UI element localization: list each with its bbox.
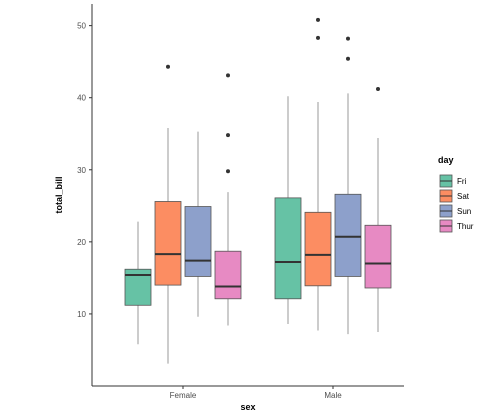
box-iqr <box>154 201 182 286</box>
box-iqr <box>274 197 302 300</box>
legend: day Fri Sat Sun Thur <box>438 155 474 233</box>
box-fri-female <box>124 221 152 345</box>
legend-item-thur: Thur <box>439 219 474 233</box>
legend-label: Fri <box>457 177 467 186</box>
outlier-point <box>226 133 230 138</box>
outlier-point <box>376 87 380 92</box>
legend-item-sat: Sat <box>439 189 470 203</box>
legend-item-sun: Sun <box>439 204 471 218</box>
box-thur-female <box>214 73 242 326</box>
legend-items: Fri Sat Sun Thur <box>439 174 474 233</box>
x-axis-ticks: Female Male <box>170 386 342 400</box>
box-iqr <box>334 193 362 277</box>
outlier-point <box>316 35 320 40</box>
box-iqr <box>304 211 332 287</box>
y-tick-label: 30 <box>77 166 86 175</box>
legend-item-fri: Fri <box>439 174 467 188</box>
y-tick-label: 50 <box>77 22 86 31</box>
outlier-point <box>316 17 320 22</box>
y-tick-label: 20 <box>77 238 86 247</box>
y-tick-label: 40 <box>77 94 86 103</box>
x-tick-label: Female <box>170 391 197 400</box>
outlier-point <box>226 169 230 174</box>
box-iqr <box>364 224 392 289</box>
axes: 10 20 30 40 50 Female Male <box>77 4 404 400</box>
plot-area <box>124 17 392 364</box>
legend-label: Thur <box>457 222 474 231</box>
box-thur-male <box>364 87 392 332</box>
x-tick-label: Male <box>324 391 342 400</box>
outlier-point <box>166 64 170 69</box>
x-axis-title: sex <box>240 402 255 412</box>
legend-label: Sun <box>457 207 471 216</box>
box-sat-male <box>304 17 332 331</box>
box-sun-male <box>334 36 362 335</box>
legend-title: day <box>438 155 454 165</box>
outlier-point <box>226 73 230 78</box>
legend-label: Sat <box>457 192 470 201</box>
box-iqr <box>184 206 212 277</box>
box-sat-female <box>154 64 182 364</box>
box-fri-male <box>274 96 302 325</box>
outlier-point <box>346 56 350 61</box>
y-axis-title: total_bill <box>54 176 64 213</box>
y-axis-ticks: 10 20 30 40 50 <box>77 22 92 319</box>
y-tick-label: 10 <box>77 310 86 319</box>
box-sun-female <box>184 131 212 317</box>
box-iqr <box>214 250 242 300</box>
outlier-point <box>346 36 350 41</box>
